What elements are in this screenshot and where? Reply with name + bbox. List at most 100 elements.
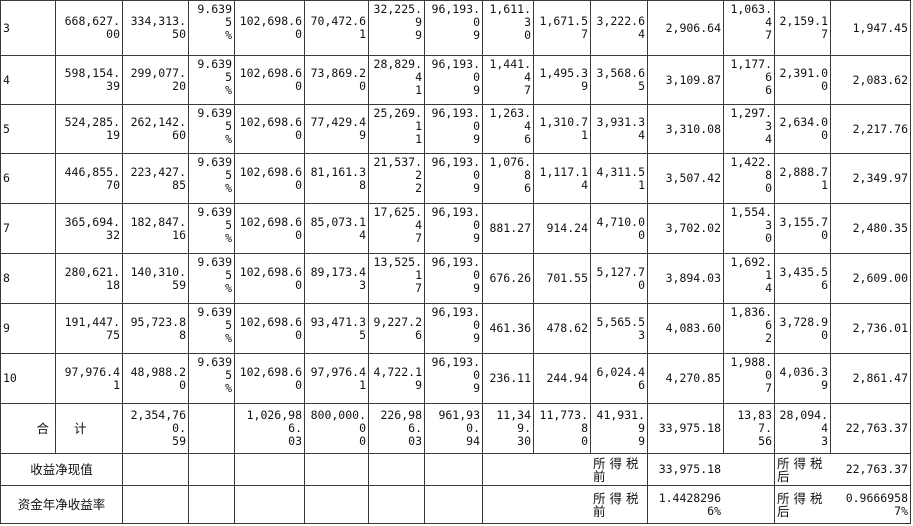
grid-vline-12 [723, 0, 724, 454]
total-c12: 13,837. 56 [737, 408, 772, 448]
cell-r7-c8: 236.11 [489, 371, 531, 385]
grid-hline-5 [0, 253, 911, 254]
cell-r1-c12: 1,177.6 6 [730, 57, 772, 97]
cell-r6-c7: 96,193.0 9 [431, 305, 480, 345]
cell-r4-c12: 1,554.3 0 [730, 205, 772, 245]
cell-r1-c9: 1,495.39 [539, 66, 588, 93]
cell-r1-c3: 9.6395 % [197, 57, 232, 97]
cell-r0-c8: 1,611.3 0 [489, 2, 531, 42]
cell-r2-c4: 102,698.60 [239, 115, 302, 142]
total-c13: 28,094.4 3 [779, 408, 828, 448]
cell-r3-c5: 81,161.38 [310, 164, 366, 192]
grid-vline-10 [590, 0, 591, 454]
cell-r3-c9: 1,117.14 [539, 164, 588, 192]
rate-aftertax-label: 所 得 税 后 [777, 490, 823, 519]
cell-r7-c14: 2,861.47 [852, 371, 908, 385]
cell-r3-c14: 2,349.97 [852, 171, 908, 185]
total-c6: 226,986. 03 [380, 408, 422, 448]
cell-r6-c3: 9.6395 % [197, 305, 232, 345]
cell-r7-c5: 97,976.41 [310, 364, 366, 392]
cell-r5-c6: 13,525.1 7 [373, 255, 422, 295]
cell-r6-c12: 1,836.6 2 [730, 305, 772, 345]
cell-r6-c14: 2,736.01 [852, 321, 908, 335]
cell-r1-c13: 2,391.00 [779, 66, 828, 93]
cell-r1-c2: 299,077.20 [130, 66, 186, 93]
cell-r0-c11: 2,906.64 [665, 20, 721, 35]
cell-r4-c11: 3,702.02 [665, 221, 721, 235]
cell-r7-c13: 4,036.39 [779, 364, 828, 392]
cell-r1-c4: 102,698.60 [239, 66, 302, 93]
cell-r4-c13: 3,155.70 [779, 214, 828, 242]
rate-pretax-value: 1.44282966% [658, 490, 721, 518]
cell-r5-c8: 676.26 [489, 271, 531, 285]
cell-r4-c9: 914.24 [546, 221, 588, 235]
cell-r4-c6: 17,625.4 7 [373, 205, 422, 245]
grid-vline-7 [424, 0, 425, 524]
cell-r6-c0: 9 [3, 321, 10, 335]
cell-r3-c2: 223,427.85 [130, 164, 186, 192]
cell-r7-c1: 97,976.41 [64, 364, 120, 392]
total-c3 [189, 404, 234, 453]
cell-r1-c14: 2,083.62 [852, 72, 908, 87]
grid-vline-15 [910, 0, 911, 524]
grid-hline-6 [0, 303, 911, 304]
cell-r7-c3: 9.6395 % [197, 355, 232, 395]
grid-vline-5 [304, 0, 305, 524]
cell-r6-c11: 4,083.60 [665, 321, 721, 335]
total-c2: 2,354,760. 59 [130, 408, 186, 448]
total-c8: 11,349. 30 [496, 408, 531, 448]
cell-r6-c1: 191,447.75 [64, 314, 120, 342]
cell-r6-c4: 102,698.60 [239, 314, 302, 342]
grid-vline-14 [830, 0, 831, 454]
cell-r3-c10: 4,311.51 [596, 164, 645, 192]
cell-r0-c2: 334,313.50 [130, 14, 186, 41]
rate-label: 资金年净收益率 [17, 497, 106, 512]
cell-r4-c2: 182,847.16 [130, 214, 186, 242]
cell-r5-c0: 8 [3, 271, 10, 285]
cell-r7-c6: 4,722.19 [373, 364, 422, 392]
cell-r2-c7: 96,193.0 9 [431, 106, 480, 146]
cell-r3-c12: 1,422.8 0 [730, 155, 772, 195]
cell-r1-c10: 3,568.65 [596, 66, 645, 93]
cell-r3-c0: 6 [3, 171, 10, 185]
cell-r5-c10: 5,127.70 [596, 264, 645, 292]
cell-r2-c10: 3,931.34 [596, 115, 645, 142]
grid-vline-8 [482, 0, 483, 524]
cell-r5-c7: 96,193.0 9 [431, 255, 480, 295]
cell-r7-c0: 10 [3, 371, 17, 385]
cell-r0-c6: 32,225.9 9 [373, 2, 422, 42]
grid-hline-2 [0, 104, 911, 105]
cell-r2-c6: 25,269.1 1 [373, 106, 422, 146]
grid-vline-4 [234, 0, 235, 524]
cell-r4-c10: 4,710.00 [596, 214, 645, 242]
cell-r7-c12: 1,988.0 7 [730, 355, 772, 395]
cell-r3-c1: 446,855.70 [64, 164, 120, 192]
cell-r0-c3: 9.6395 % [197, 2, 232, 42]
cell-r0-c7: 96,193.0 9 [431, 2, 480, 42]
cell-r2-c12: 1,297.3 4 [730, 106, 772, 146]
cell-r5-c13: 3,435.56 [779, 264, 828, 292]
total-c7: 961,930. 94 [438, 408, 480, 448]
cell-r5-c2: 140,310.59 [130, 264, 186, 292]
grid-vline-3 [188, 0, 189, 524]
cell-r4-c1: 365,694.32 [64, 214, 120, 242]
cell-r3-c3: 9.6395 % [197, 155, 232, 195]
cell-r4-c0: 7 [3, 221, 10, 235]
total-label: 合 计 [36, 421, 87, 436]
cell-r6-c9: 478.62 [546, 321, 588, 335]
cell-r7-c9: 244.94 [546, 371, 588, 385]
grid-hline-10 [0, 485, 911, 486]
cell-r4-c14: 2,480.35 [852, 221, 908, 235]
grid-hline-8 [0, 403, 911, 404]
cell-r2-c2: 262,142.60 [130, 115, 186, 142]
grid-vline-11 [647, 0, 648, 524]
total-c11: 33,975.18 [658, 421, 721, 435]
grid-vline-2 [122, 0, 123, 524]
cell-r6-c10: 5,565.53 [596, 314, 645, 342]
cell-r0-c1: 668,627.00 [64, 14, 120, 41]
cell-r2-c14: 2,217.76 [852, 121, 908, 136]
cell-r5-c1: 280,621.18 [64, 264, 120, 292]
npv-aftertax-label: 所 得 税 后 [777, 455, 823, 484]
total-c4: 1,026,986. 03 [246, 408, 302, 448]
cell-r5-c5: 89,173.43 [310, 264, 366, 292]
